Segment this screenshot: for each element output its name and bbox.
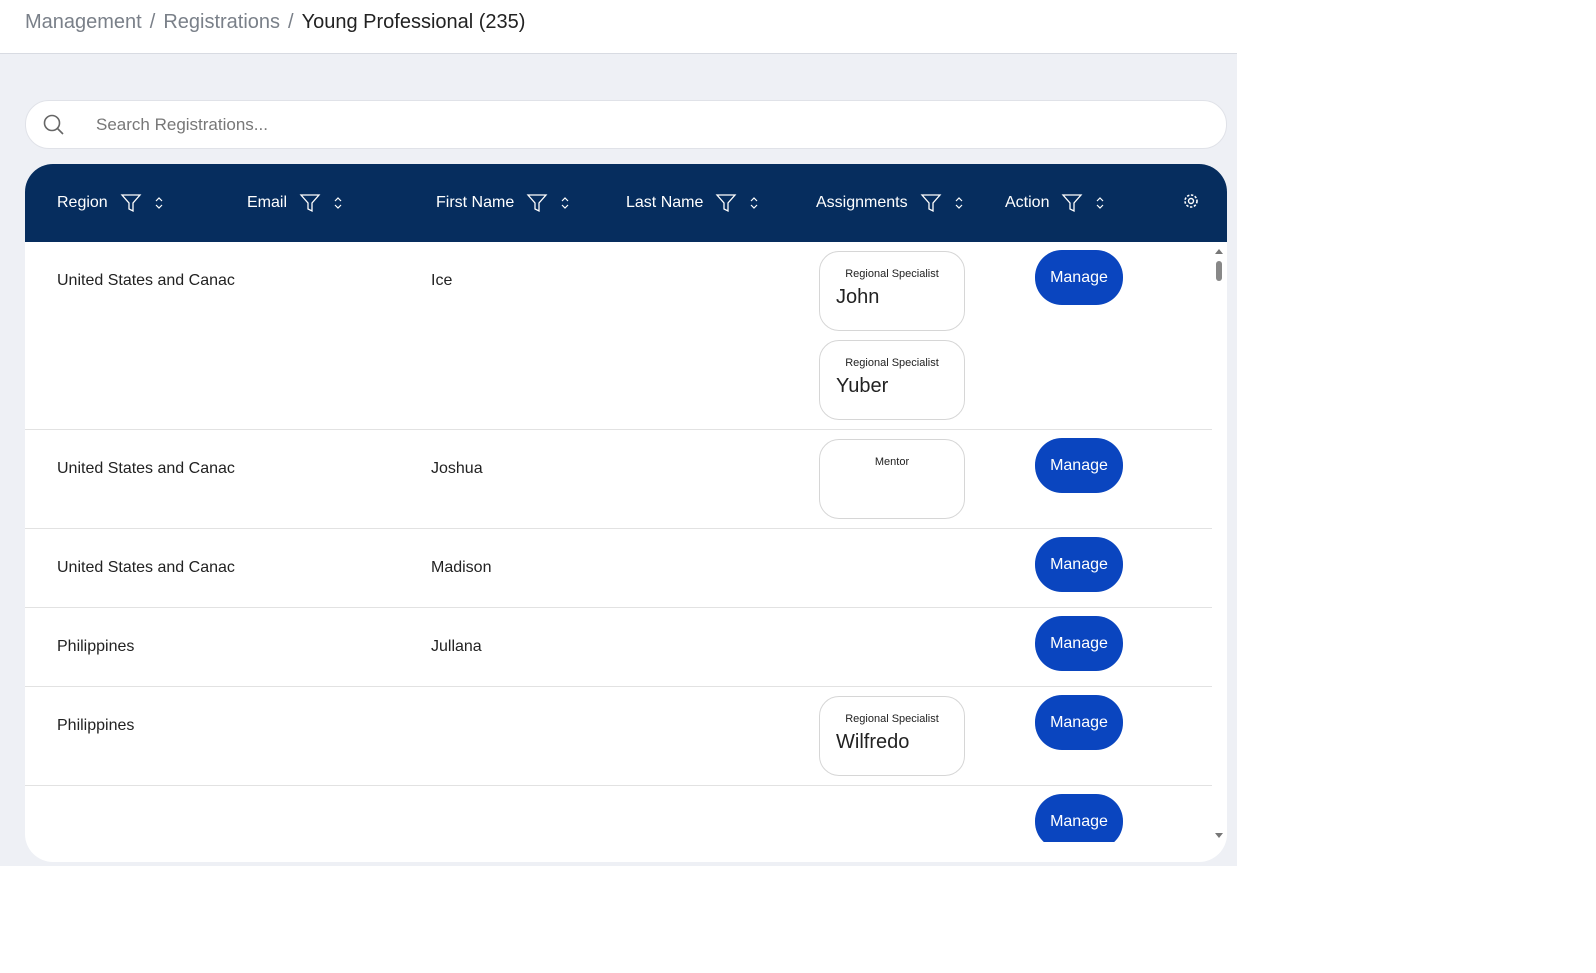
assignment-role: Regional Specialist [845,713,939,725]
search-box[interactable]: Search Registrations... [25,100,1227,149]
manage-button[interactable]: Manage [1035,695,1123,750]
column-title: Last Name [626,194,704,211]
region-cell: Philippines [57,638,135,655]
table-row: United States and Canac Ice Regional Speci… [25,242,1212,430]
first-name-cell: Joshua [431,460,483,477]
filter-icon[interactable] [120,192,142,214]
manage-button[interactable]: Manage [1035,537,1123,592]
top-bar: Management / Registrations / Young Profe… [0,0,1237,54]
table-row: United States and Canac Joshua Mentor Manag… [25,430,1212,529]
column-header: Email [247,192,343,214]
breadcrumb: Management / Registrations / Young Profe… [25,11,525,34]
assignments-cell: Regional Specialist John Regional Speciali… [812,251,972,420]
assignment-name: Wilfredo [836,731,910,753]
first-name-cell: Ice [431,272,453,289]
crumb[interactable]: Registrations [163,11,281,33]
region-cell: United States and Canac [57,460,235,477]
filter-icon[interactable] [526,192,548,214]
filter-icon[interactable] [920,192,942,214]
sort-icon[interactable] [749,196,759,210]
crumb[interactable]: Management [25,11,142,33]
table-row: United States and Canac Madison Manage [25,529,1212,608]
table: Region Email First Name Last Name Assignment… [25,164,1227,862]
manage-button[interactable]: Manage [1035,616,1123,671]
column-header: First Name [436,192,570,214]
sort-icon[interactable] [333,196,343,210]
assignment-card: Regional Specialist John [819,251,965,331]
app: Management / Registrations / Young Profe… [0,0,1237,866]
region-cell: Philippines [57,717,135,734]
search-icon [43,114,64,135]
first-name-cell: Madison [431,559,492,576]
first-name-cell: Jullana [431,638,482,655]
region-cell: United States and Canac [57,559,235,576]
assignment-role: Mentor [874,456,910,468]
assignment-name: Yuber [836,375,889,397]
column-title: Assignments [816,194,908,211]
separator: / [288,11,294,33]
column-header: Last Name [626,192,759,214]
assignment-card: Regional Specialist Yuber [819,340,965,420]
assignment-role: Regional Specialist [845,357,939,369]
sort-icon[interactable] [154,196,164,210]
settings-icon[interactable] [1183,193,1199,209]
table-row: Philippines Jullana Manage [25,608,1212,687]
filter-icon[interactable] [1061,192,1083,214]
crumb-current: Young Professional (235) [301,11,526,33]
column-title: Action [1005,194,1050,211]
assignment-name: John [836,286,880,308]
sort-icon[interactable] [1095,196,1105,210]
column-header: Assignments [816,192,964,214]
column-title: Region [57,194,108,211]
column-header: Action [1005,192,1105,214]
table-row: Philippines Regional Specialist Wilfredo Ma… [25,687,1212,786]
assignments-cell: Regional Specialist Wilfredo [812,696,972,776]
filter-icon[interactable] [715,192,737,214]
search-placeholder: Search Registrations... [96,115,268,134]
region-cell: United States and Canac [57,272,235,289]
sort-icon[interactable] [560,196,570,210]
table-header: Region Email First Name Last Name Assignment… [25,164,1227,242]
table-body: United States and Canac Ice Regional Speci… [25,242,1212,842]
filter-icon[interactable] [299,192,321,214]
assignments-cell: Mentor [812,439,972,519]
assignment-card: Regional Specialist Wilfredo [819,696,965,776]
column-title: First Name [436,194,515,211]
sort-icon[interactable] [954,196,964,210]
table-row: Manage [25,786,1212,842]
manage-button[interactable]: Manage [1035,438,1123,493]
scrollbar [1215,249,1223,838]
assignment-role: Regional Specialist [845,268,939,280]
separator: / [149,11,156,33]
assignment-card: Mentor [819,439,965,519]
manage-button[interactable]: Manage [1035,794,1123,842]
manage-button[interactable]: Manage [1035,250,1123,305]
column-header: Region [57,192,164,214]
column-title: Email [247,194,288,211]
